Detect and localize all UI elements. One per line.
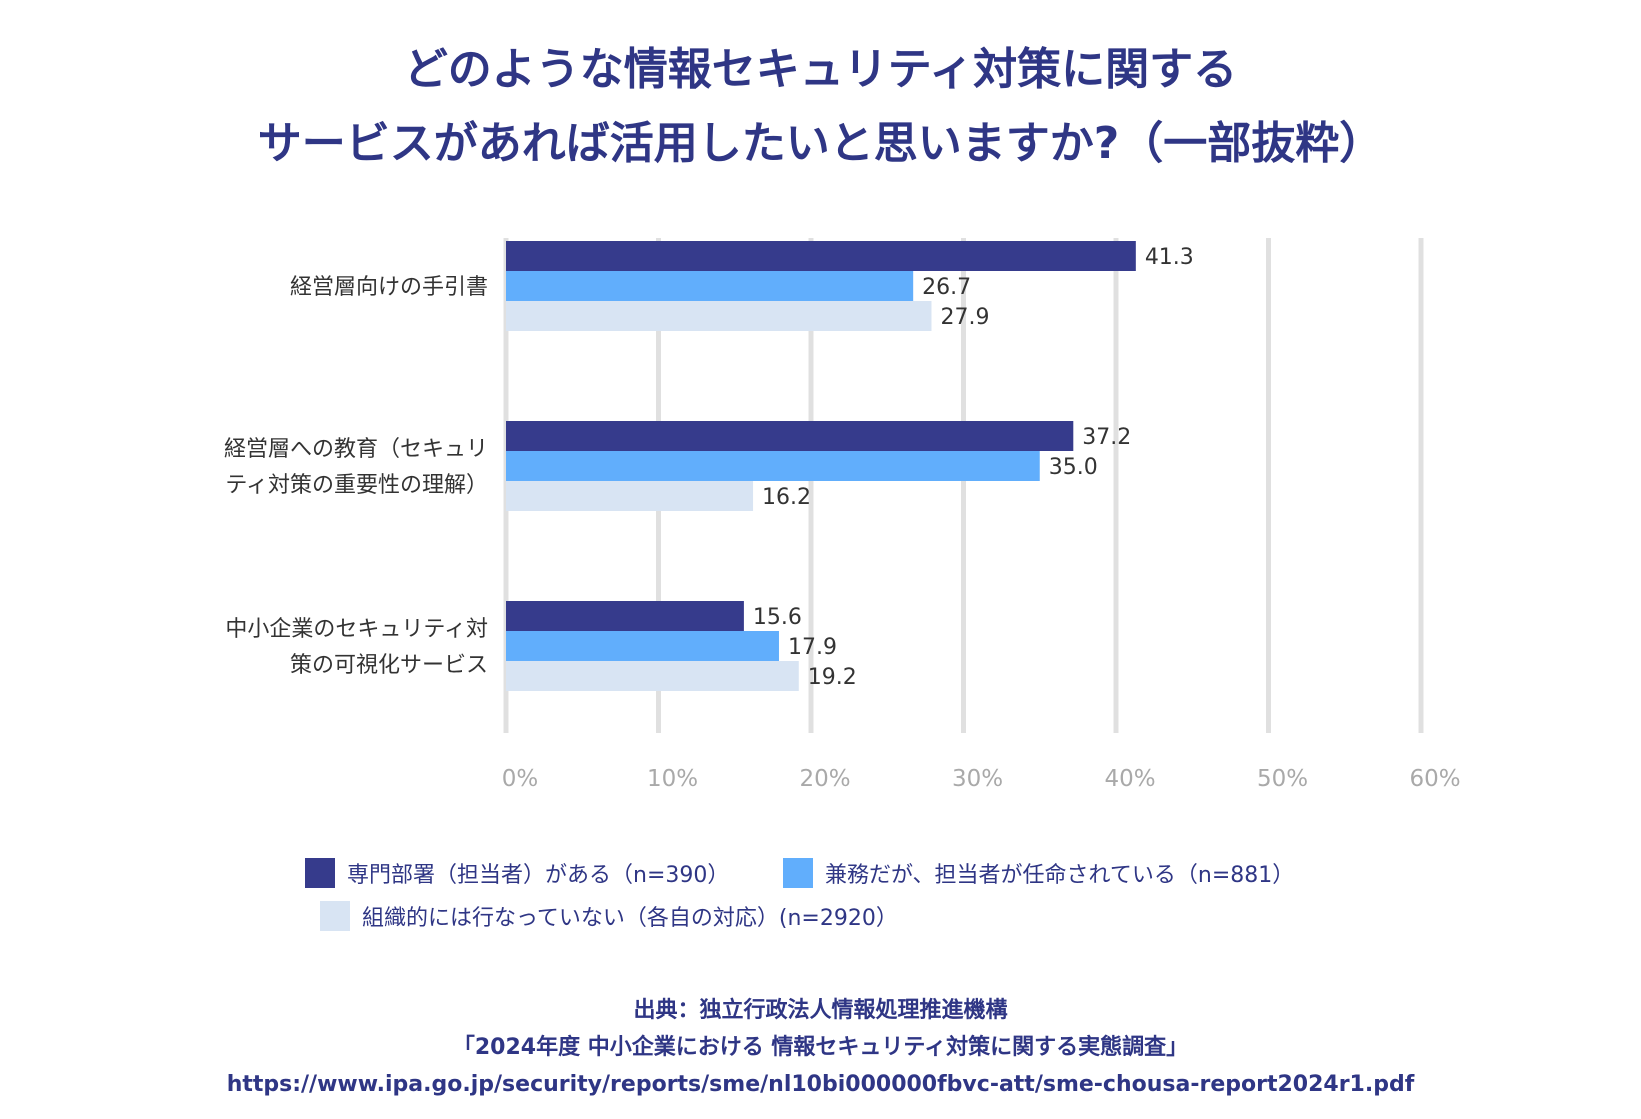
x-tick-label: 10% [647, 766, 698, 792]
bar [506, 241, 1136, 271]
bar [506, 451, 1040, 481]
bar [506, 661, 799, 691]
chart-title-line-2: サービスがあれば活用したいと思いますか?（一部抜粋） [257, 118, 1384, 169]
x-tick-label: 30% [952, 766, 1003, 792]
legend-swatch-3 [320, 901, 350, 931]
data-label: 19.2 [808, 665, 857, 690]
x-tick-label: 0% [502, 766, 539, 792]
legend-item-3: 組織的には行なっていない（各自の対応）(n=2920） [320, 900, 898, 932]
legend-label-1: 専門部署（担当者）がある（n=390） [347, 863, 730, 888]
chart-title-line-1: どのような情報セキュリティ対策に関する [403, 44, 1238, 95]
bar [506, 481, 754, 511]
bar [506, 271, 914, 301]
category-label: 経営層への教育（セキュリ [224, 437, 488, 462]
bar [506, 301, 932, 331]
data-label: 16.2 [762, 485, 811, 510]
x-tick-label: 20% [799, 766, 850, 792]
legend-item-2: 兼務だが、担当者が任命されている（n=881） [783, 857, 1294, 889]
data-label: 27.9 [940, 305, 989, 330]
bar [506, 601, 744, 631]
data-label: 37.2 [1082, 425, 1131, 450]
x-tick-label: 50% [1257, 766, 1308, 792]
category-label: 中小企業のセキュリティ対 [225, 617, 488, 642]
data-label: 15.6 [753, 605, 802, 630]
source-line-2: 「2024年度 中小企業における 情報セキュリティ対策に関する実態調査」 [452, 1035, 1189, 1060]
data-label: 35.0 [1049, 455, 1098, 480]
source-url[interactable]: https://www.ipa.go.jp/security/reports/s… [226, 1072, 1415, 1097]
legend-swatch-2 [783, 858, 813, 888]
data-label: 17.9 [788, 635, 837, 660]
legend-swatch-1 [305, 858, 335, 888]
source-line-1: 出典：独立行政法人情報処理推進機構 [633, 998, 1008, 1023]
legend-label-3: 組織的には行なっていない（各自の対応）(n=2920） [362, 906, 898, 931]
x-tick-label: 40% [1104, 766, 1155, 792]
x-tick-label: 60% [1409, 766, 1460, 792]
data-label: 41.3 [1145, 245, 1194, 270]
category-label: 経営層向けの手引書 [290, 275, 488, 300]
data-label: 26.7 [922, 275, 971, 300]
legend-item-1: 専門部署（担当者）がある（n=390） [305, 857, 729, 889]
category-label: ティ対策の重要性の理解） [225, 473, 488, 498]
bar [506, 631, 779, 661]
category-label: 策の可視化サービス [290, 653, 488, 678]
bar [506, 421, 1074, 451]
bar-chart: 0% 10% 20% 30% 40% 50% 60% 経営層向けの手引書 41.3 26.7 27.… [224, 238, 1461, 792]
legend-label-2: 兼務だが、担当者が任命されている（n=881） [825, 863, 1295, 888]
